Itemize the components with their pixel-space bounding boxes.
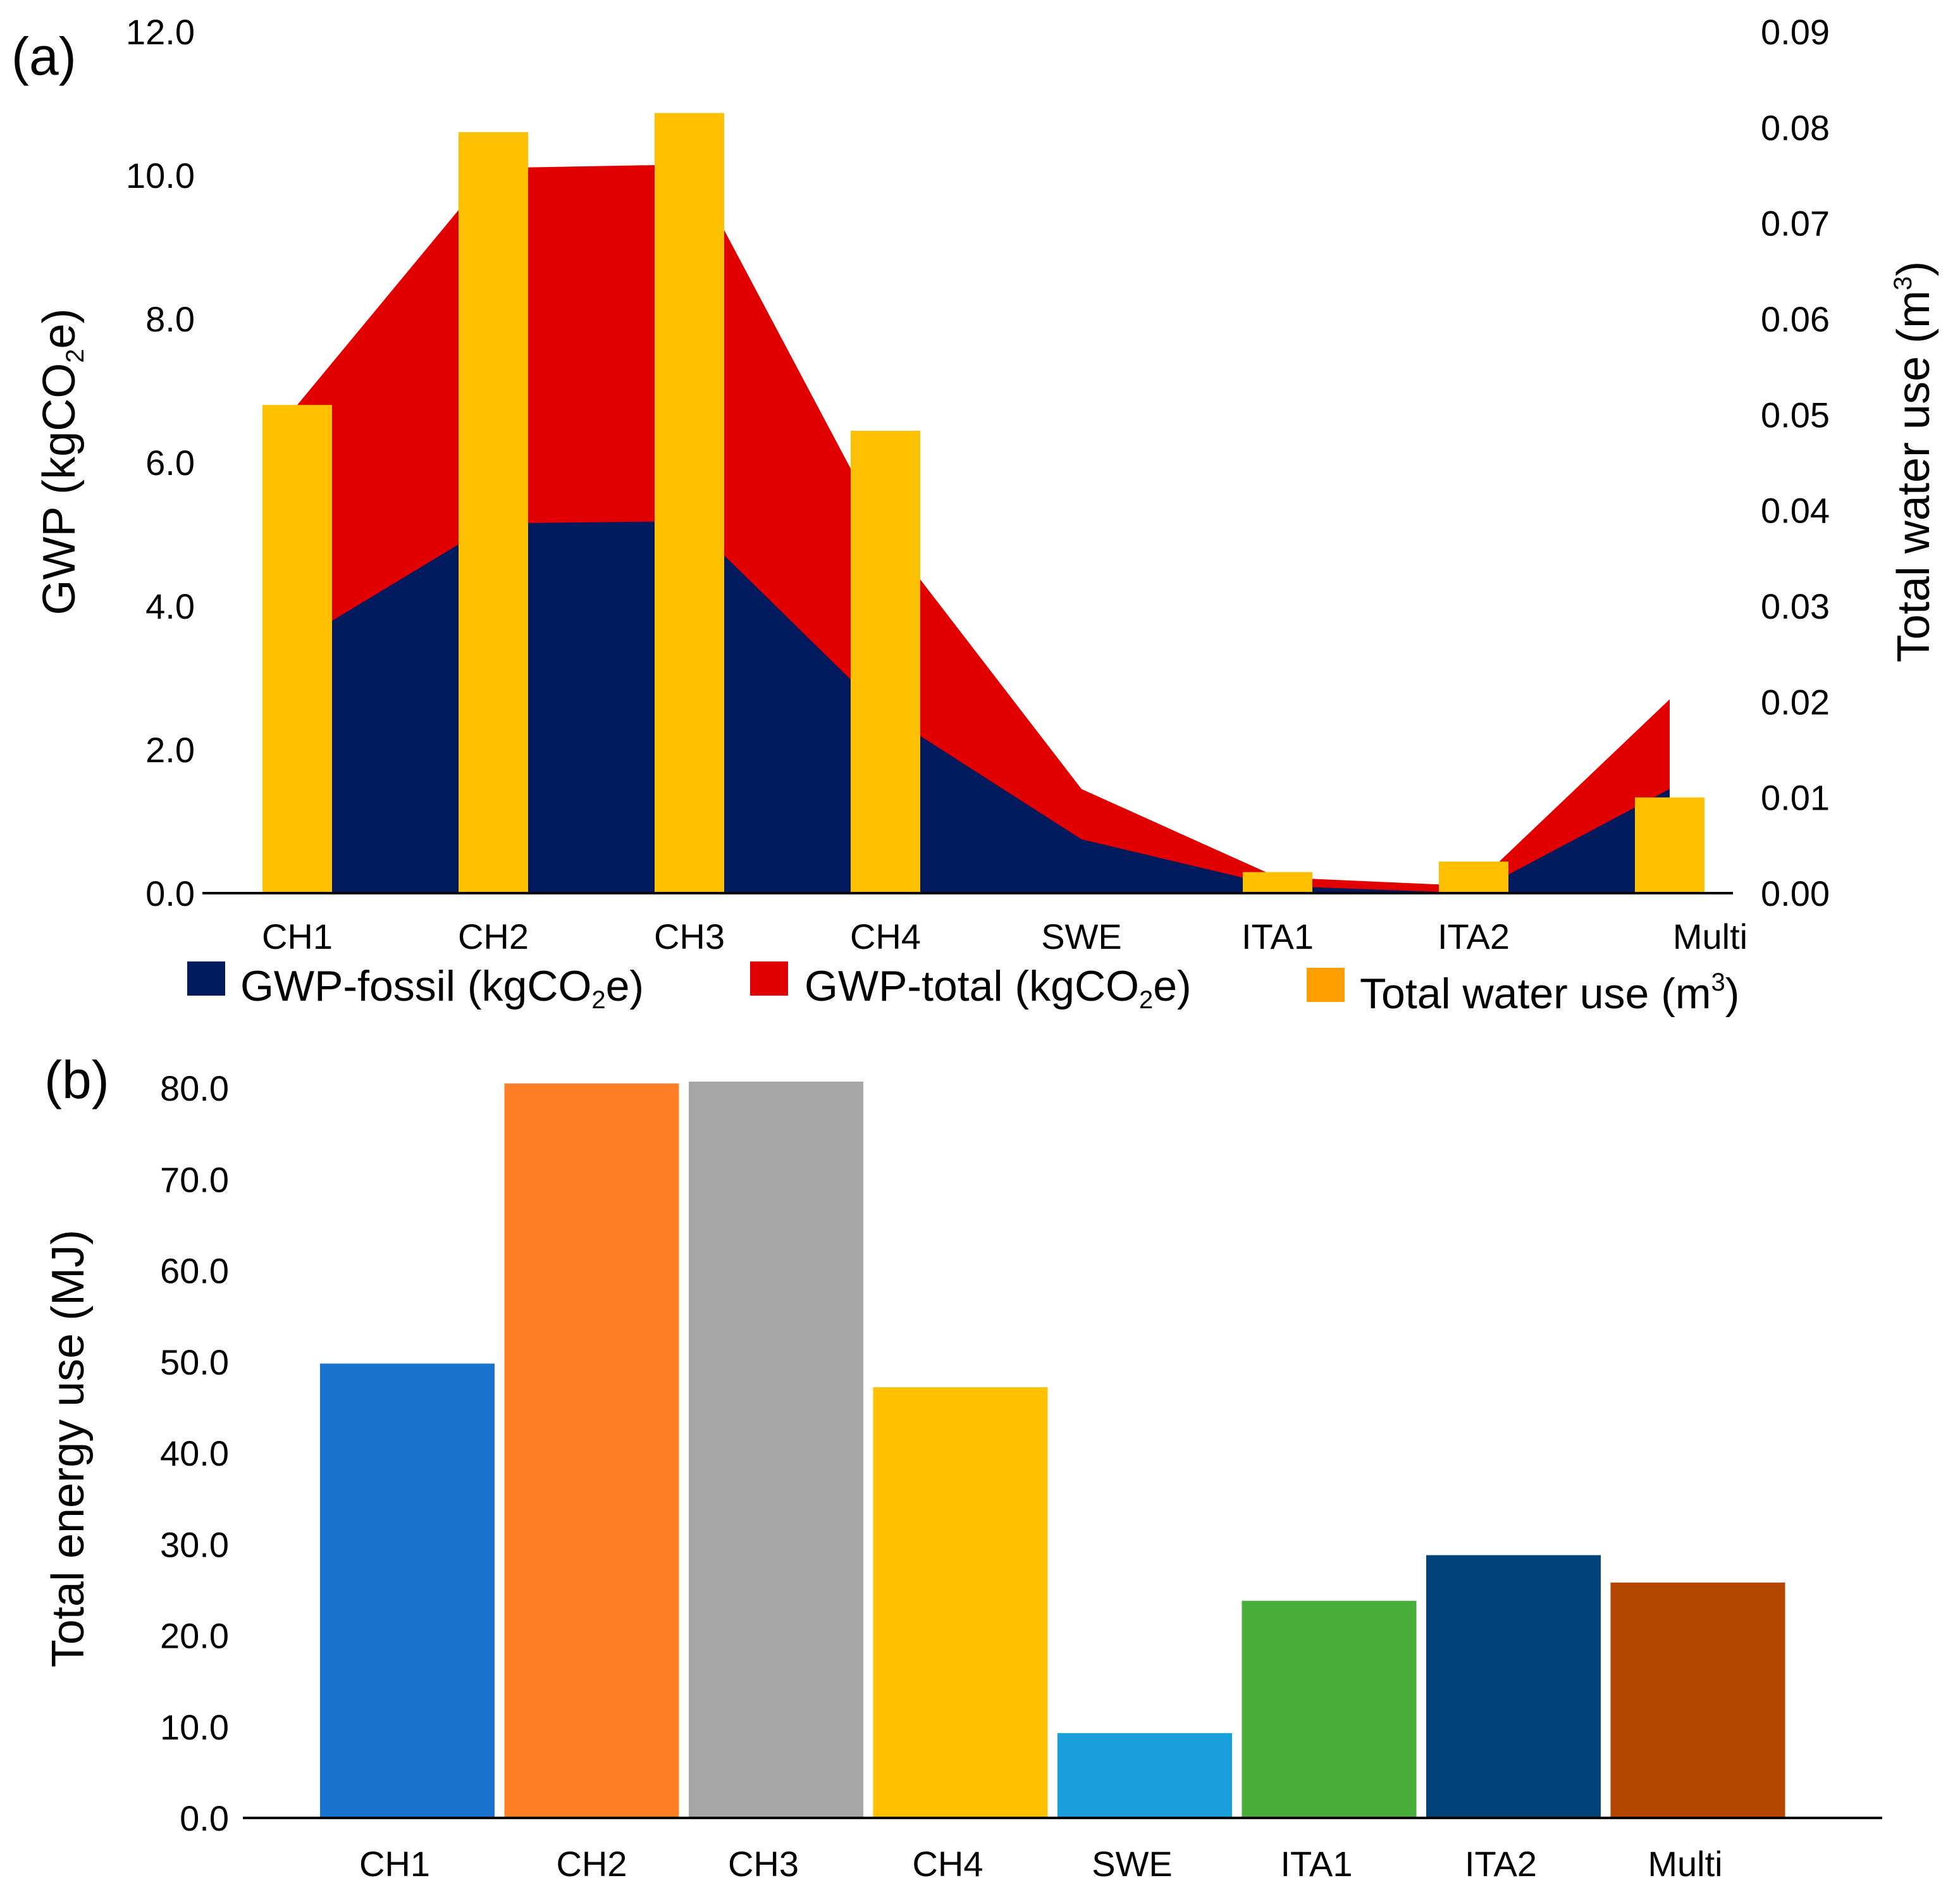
panel-a-left-ticks: 0.0 2.0 4.0 6.0 8.0 10.0 12.0 (126, 12, 195, 913)
y-tick-label: 4.0 (145, 586, 195, 626)
y2-tick-label: 0.04 (1761, 491, 1830, 531)
y2-tick-label: 0.05 (1761, 395, 1830, 435)
energy-bar-ita2 (1426, 1555, 1601, 1818)
energy-bars (320, 1081, 1785, 1818)
panel-a-label: (a) (11, 27, 77, 86)
y-tick-label: 20.0 (160, 1616, 229, 1656)
panel-b-label: (b) (44, 1050, 109, 1109)
x-tick-label-multi: Multi (1648, 1844, 1722, 1884)
panel-a-x-ticks: CH1 CH2 CH3 CH4 SWE ITA1 ITA2 Multi (262, 917, 1747, 956)
energy-bar-ita1 (1242, 1600, 1417, 1818)
x-tick-label-ita2: ITA2 (1465, 1844, 1537, 1884)
energy-bar-swe (1057, 1733, 1232, 1818)
area-gwp-fossil-kgco2e- (297, 521, 1670, 893)
x-tick-label-ch3: CH3 (728, 1844, 799, 1884)
y-tick-label: 0.0 (145, 874, 195, 913)
x-tick-label-ita1: ITA1 (1242, 917, 1314, 956)
legend-swatch-water-use (1307, 968, 1345, 1002)
gwp-areas (297, 164, 1670, 894)
legend-swatch-gwp-fossil (187, 961, 225, 996)
water-bar-ch4 (851, 431, 920, 893)
x-tick-label-ita2: ITA2 (1438, 917, 1510, 956)
energy-bar-ch2 (504, 1083, 679, 1818)
x-tick-label-ita1: ITA1 (1280, 1844, 1352, 1884)
water-bar-ch2 (459, 132, 528, 893)
x-tick-label-ch2: CH2 (458, 917, 529, 956)
y2-tick-label: 0.08 (1761, 108, 1830, 147)
y-tick-label: 40.0 (160, 1433, 229, 1473)
y-tick-label: 6.0 (145, 443, 195, 483)
energy-bar-ch4 (873, 1387, 1048, 1818)
legend-swatch-gwp-total (750, 961, 788, 996)
y-tick-label: 2.0 (145, 730, 195, 770)
energy-bar-ch3 (689, 1081, 863, 1818)
panel-b-y-axis-title: Total energy use (MJ) (43, 1230, 94, 1667)
y-tick-label: 12.0 (126, 12, 195, 52)
panel-a-gwp-water-chart: (a) 0.0 2.0 4.0 6.0 8.0 10.0 12.0 0.00 0.01 0.02… (11, 12, 1939, 1018)
panel-a-legend: GWP-fossil (kgCO2e) GWP-total (kgCO2e) T… (187, 961, 1739, 1018)
legend-label-water-use: Total water use (m3) (1360, 968, 1739, 1018)
x-tick-label-multi: Multi (1673, 917, 1747, 956)
y-tick-label: 30.0 (160, 1524, 229, 1564)
energy-bar-multi (1610, 1582, 1785, 1818)
y-tick-label: 50.0 (160, 1342, 229, 1382)
y-tick-label: 0.0 (180, 1798, 229, 1838)
x-tick-label-swe: SWE (1041, 917, 1122, 956)
y-tick-label: 10.0 (126, 156, 195, 195)
y2-tick-label: 0.09 (1761, 12, 1830, 52)
y2-tick-label: 0.01 (1761, 778, 1830, 818)
x-tick-label-swe: SWE (1092, 1844, 1173, 1884)
panel-b-x-ticks: CH1 CH2 CH3 CH4 SWE ITA1 ITA2 Multi (359, 1844, 1723, 1884)
x-tick-label-ch4: CH4 (850, 917, 921, 956)
y2-tick-label: 0.03 (1761, 586, 1830, 626)
panel-b-y-ticks: 0.0 10.0 20.0 30.0 40.0 50.0 60.0 70.0 80.0 (160, 1068, 229, 1838)
legend-label-gwp-fossil: GWP-fossil (kgCO2e) (240, 962, 644, 1014)
y-tick-label: 70.0 (160, 1159, 229, 1199)
x-tick-label-ch2: CH2 (556, 1844, 627, 1884)
y-tick-label: 60.0 (160, 1251, 229, 1291)
y2-tick-label: 0.00 (1761, 874, 1830, 913)
y-tick-label: 8.0 (145, 299, 195, 339)
x-tick-label-ch3: CH3 (654, 917, 725, 956)
panel-a-right-ticks: 0.00 0.01 0.02 0.03 0.04 0.05 0.06 0.07 0.08 0.09 (1761, 12, 1830, 913)
legend-label-gwp-total: GWP-total (kgCO2e) (804, 962, 1192, 1014)
panel-a-y2-axis-title: Total water use (m3) (1889, 261, 1939, 662)
water-bar-ita2 (1439, 862, 1508, 893)
y-tick-label: 10.0 (160, 1707, 229, 1747)
panel-b-energy-chart: (b) 0.010.020.030.040.050.060.070.080.0 … (43, 1050, 1882, 1884)
water-bar-ch3 (655, 113, 724, 894)
water-bar-multi (1635, 797, 1704, 893)
water-use-bars (262, 113, 1704, 894)
y2-tick-label: 0.07 (1761, 204, 1830, 244)
x-tick-label-ch4: CH4 (912, 1844, 983, 1884)
water-bar-ita1 (1243, 872, 1312, 893)
x-tick-label-ch1: CH1 (359, 1844, 430, 1884)
panel-a-y-axis-title: GWP (kgCO2e) (34, 309, 89, 615)
x-tick-label-ch1: CH1 (262, 917, 333, 956)
y2-tick-label: 0.02 (1761, 682, 1830, 722)
y2-tick-label: 0.06 (1761, 299, 1830, 339)
energy-bar-ch1 (320, 1363, 495, 1818)
y-tick-label: 80.0 (160, 1068, 229, 1108)
water-bar-ch1 (262, 405, 332, 893)
